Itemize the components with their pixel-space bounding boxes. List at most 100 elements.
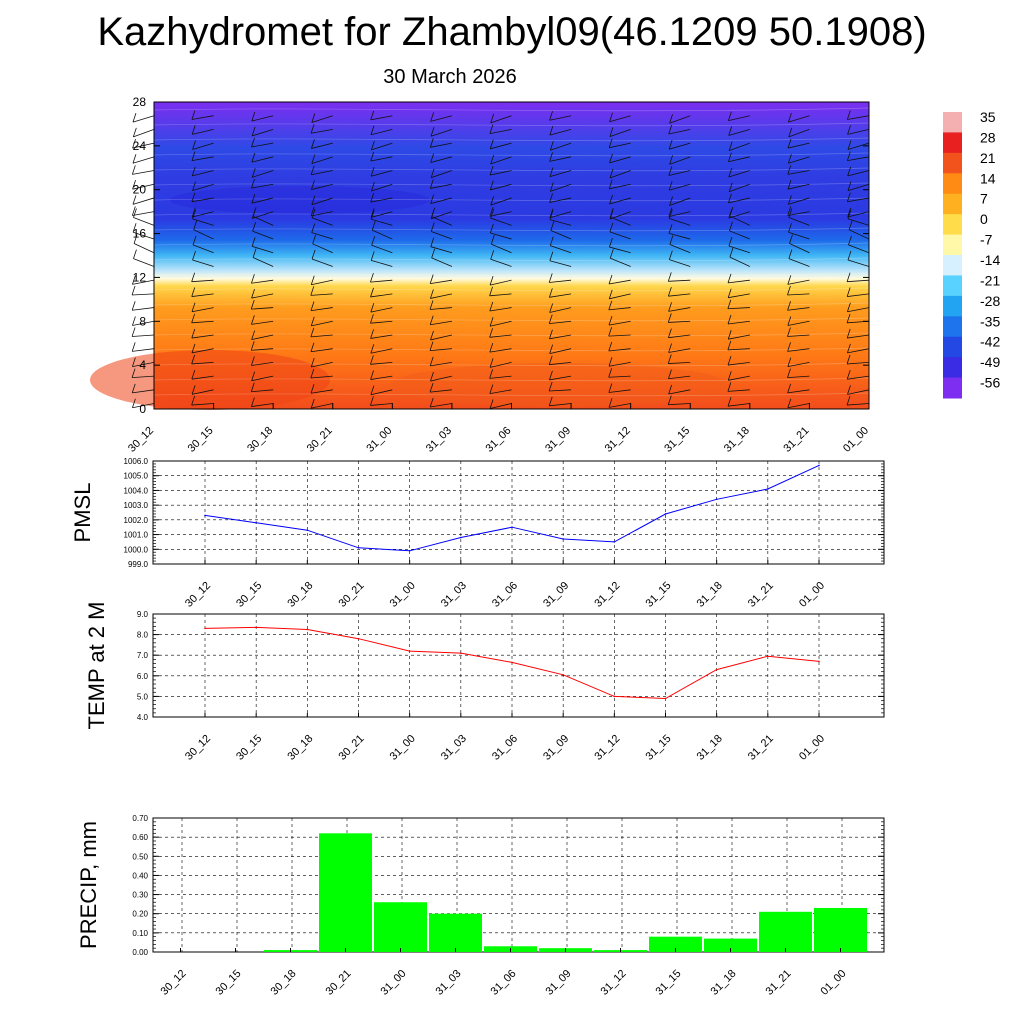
wind-barb: [192, 259, 214, 267]
wind-barb-flag: [728, 208, 733, 219]
temp-ytick-label: 8.0: [137, 631, 149, 640]
wind-barb: [787, 362, 810, 367]
temp-xtick-label: 31_21: [746, 733, 776, 763]
wind-barb-flag: [847, 385, 851, 395]
wind-barb: [132, 293, 155, 296]
wind-barb: [788, 156, 810, 164]
temp-xtick-label: 30_18: [285, 733, 315, 763]
wind-barb: [372, 229, 393, 240]
wind-barb-flag: [847, 181, 852, 191]
pmsl-data-point: [255, 522, 257, 524]
wind-barb-flag: [311, 180, 315, 190]
x-tick-label: 30_15: [186, 425, 216, 455]
wind-barb-flag: [429, 356, 434, 366]
wind-barb: [728, 211, 750, 219]
wind-barb-flag: [431, 248, 436, 258]
wind-barb-flag: [371, 236, 376, 246]
colorbar-swatch: [943, 357, 962, 379]
pmsl-ytick-label: 1005.0: [124, 472, 149, 481]
contour-line: [153, 392, 870, 397]
wind-barb-flag: [132, 180, 136, 190]
pmsl-xtick-label: 30_21: [337, 580, 367, 610]
wind-barb-flag: [370, 193, 375, 203]
wind-barb-flag: [846, 395, 851, 406]
wind-barb-flag: [727, 382, 732, 392]
wind-barb: [728, 245, 750, 254]
wind-barb: [251, 197, 274, 204]
wind-barb: [669, 115, 691, 124]
wind-barb: [132, 115, 155, 123]
wind-barb: [668, 334, 691, 339]
wind-barb: [251, 348, 274, 351]
wind-barb: [430, 246, 453, 254]
wind-barb-flag: [549, 141, 554, 151]
wind-barb: [132, 211, 155, 216]
temp-data-point: [204, 627, 206, 630]
wind-barb: [191, 362, 214, 365]
contour-line: [153, 242, 870, 247]
pmsl-xtick-label: 31_09: [541, 580, 571, 610]
wind-barb: [549, 260, 572, 267]
wind-barb-flag: [133, 234, 138, 244]
wind-barb-flag: [729, 221, 733, 231]
wind-barb: [728, 334, 750, 340]
wind-barb-flag: [251, 315, 255, 325]
wind-barb-flag: [609, 194, 613, 205]
wind-barb-flag: [370, 210, 375, 220]
wind-barb: [430, 293, 452, 299]
wind-barb-flag: [430, 168, 435, 178]
wind-barb-flag: [312, 234, 317, 244]
wind-barb-flag: [788, 208, 793, 218]
temp-xtick-label: 31_00: [388, 733, 418, 763]
wind-barb-flag: [787, 113, 792, 123]
wind-barb: [549, 219, 572, 226]
wind-barb: [847, 307, 870, 313]
wind-barb: [489, 362, 512, 368]
wind-barb: [608, 403, 631, 408]
wind-barb: [668, 362, 691, 364]
wind-barb: [489, 279, 512, 286]
wind-barb: [847, 115, 870, 120]
colorbar-swatch: [943, 112, 962, 133]
wind-barb-flag: [131, 368, 136, 378]
wind-barb: [787, 320, 810, 326]
wind-barb: [549, 375, 572, 381]
wind-barb: [430, 403, 452, 408]
wind-barb-flag: [429, 341, 434, 351]
wind-barb: [609, 142, 631, 149]
wind-barb-flag: [132, 113, 137, 123]
wind-barb-flag: [191, 343, 196, 354]
temp-ytick-label: 4.0: [137, 713, 149, 722]
wind-barb: [549, 348, 572, 355]
wind-barb-flag: [370, 303, 375, 313]
wind-barb-flag: [429, 397, 434, 408]
wind-barb-flag: [787, 301, 791, 311]
wind-barb-flag: [371, 181, 375, 192]
precip-bar: [374, 902, 427, 952]
wind-barb-flag: [728, 167, 733, 178]
wind-barb-flag: [608, 179, 613, 189]
wind-barb: [252, 170, 274, 178]
wind-barb: [370, 293, 393, 298]
temp-xtick-label: 30_15: [234, 733, 264, 763]
wind-barb: [251, 279, 274, 284]
wind-barb: [191, 334, 214, 339]
wind-barb-flag: [668, 224, 673, 234]
wind-barb: [430, 211, 453, 220]
pmsl-xtick-label: 31_12: [592, 580, 622, 610]
wind-barb-flag: [191, 313, 196, 323]
wind-barb: [847, 211, 870, 218]
wind-barb: [132, 403, 155, 409]
precip-bar: [649, 936, 702, 952]
wind-barb: [549, 156, 572, 162]
wind-barb-flag: [847, 209, 852, 220]
wind-barb-flag: [549, 370, 553, 381]
wind-barb: [727, 348, 750, 351]
wind-barb-flag: [668, 302, 672, 312]
wind-barb: [133, 129, 155, 138]
pmsl-xtick-label: 31_21: [746, 580, 776, 610]
wind-barb-flag: [549, 152, 553, 162]
wind-barb-flag: [608, 289, 613, 299]
wind-barb: [787, 389, 810, 394]
wind-barb-flag: [370, 167, 375, 177]
